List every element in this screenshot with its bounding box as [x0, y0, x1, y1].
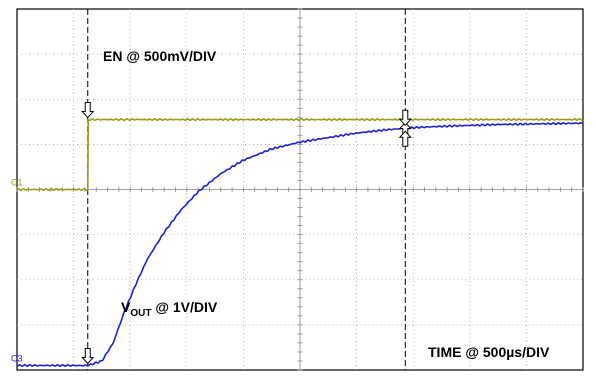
vout-cursor-up-arrow-icon	[398, 130, 412, 147]
channel-label-c3: C3	[11, 353, 23, 363]
vout-subscript: OUT	[130, 308, 151, 319]
vout-annotation: VOUT @ 1V/DIV	[121, 299, 218, 319]
cursor-arrows	[81, 102, 412, 365]
channel-label-c1: C1	[11, 178, 23, 188]
vout-scale: @ 1V/DIV	[151, 299, 217, 315]
en-annotation: EN @ 500mV/DIV	[103, 48, 217, 64]
trace-c3	[16, 121, 584, 368]
vout-start-arrow-icon	[81, 347, 95, 365]
en-start-arrow-icon	[81, 102, 95, 119]
channel-labels: C1 C3	[11, 178, 23, 364]
trace-c1	[16, 118, 584, 192]
traces	[16, 118, 584, 368]
grid	[16, 8, 584, 371]
time-annotation: TIME @ 500µs/DIV	[428, 344, 550, 360]
vout-main: V	[121, 299, 131, 315]
vout-cursor-down-arrow-icon	[398, 109, 412, 127]
